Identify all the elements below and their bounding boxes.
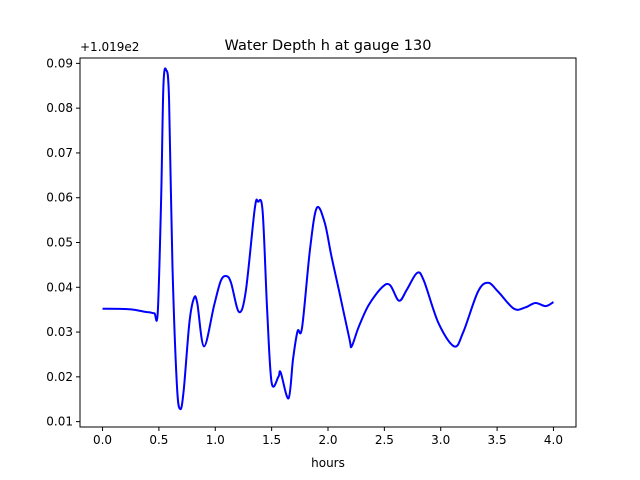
y-tick-label: 0.02 [46,370,73,384]
x-axis-label: hours [311,456,345,470]
y-tick-label: 0.07 [46,146,73,160]
y-tick-label: 0.01 [46,415,73,429]
x-tick-label: 4.0 [544,433,563,447]
x-tick-label: 2.0 [318,433,337,447]
y-tick-label: 0.06 [46,191,73,205]
x-tick-label: 1.5 [262,433,281,447]
y-tick-label: 0.09 [46,56,73,70]
x-tick-label: 0.5 [149,433,168,447]
y-tick-label: 0.05 [46,236,73,250]
x-tick-label: 3.5 [488,433,507,447]
y-offset-label: +1.019e2 [80,40,139,54]
y-tick-label: 0.08 [46,101,73,115]
x-tick-label: 2.5 [375,433,394,447]
series-line-h [102,67,554,411]
y-tick-label: 0.04 [46,280,73,294]
x-tick-label: 1.0 [206,433,225,447]
axes-frame [79,57,577,428]
y-tick-label: 0.03 [46,325,73,339]
x-tick-label: 3.0 [431,433,450,447]
x-tick-label: 0.0 [93,433,112,447]
chart-title: Water Depth h at gauge 130 [225,38,432,54]
